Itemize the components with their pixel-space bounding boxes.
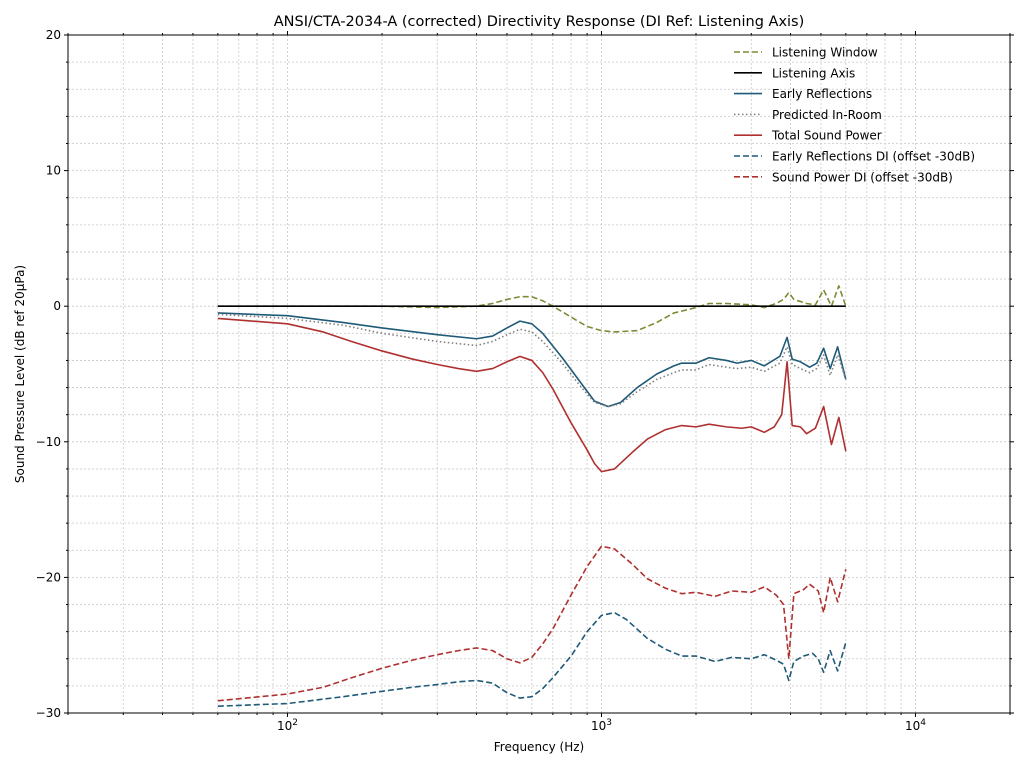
y-tick-label: −10 xyxy=(36,435,61,449)
y-tick-label: −20 xyxy=(36,570,61,584)
legend-label: Predicted In-Room xyxy=(772,108,882,122)
legend-label: Listening Axis xyxy=(772,66,855,80)
plot-frame xyxy=(67,34,1011,714)
series-line xyxy=(217,312,847,408)
x-axis-title: Frequency (Hz) xyxy=(494,740,585,754)
series-line xyxy=(217,611,847,708)
chart-title: ANSI/CTA-2034-A (corrected) Directivity … xyxy=(274,14,805,30)
y-tick-label: −30 xyxy=(36,706,61,720)
x-tick-label: 102 xyxy=(277,718,298,733)
axis-ticks: 102 103 104 20 10 0 −10 −20 −30 xyxy=(36,28,1014,733)
series-layer xyxy=(217,285,847,708)
legend-label: Total Sound Power xyxy=(771,129,882,143)
legend-label: Listening Window xyxy=(772,46,878,60)
x-tick-label: 103 xyxy=(591,718,612,733)
legend: Listening Window Listening Axis Early Refl… xyxy=(734,46,975,184)
x-tick-label: 104 xyxy=(905,718,926,733)
series-line xyxy=(217,317,847,473)
series-line xyxy=(217,313,847,408)
y-tick-label: 10 xyxy=(46,164,61,178)
legend-label: Sound Power DI (offset -30dB) xyxy=(772,170,953,184)
legend-label: Early Reflections DI (offset -30dB) xyxy=(772,150,975,164)
legend-label: Early Reflections xyxy=(772,87,872,101)
y-tick-label: 0 xyxy=(53,299,61,313)
y-axis-title: Sound Pressure Level (dB ref 20µPa) xyxy=(13,265,27,483)
minor-gridlines xyxy=(67,35,1011,713)
y-tick-label: 20 xyxy=(46,28,61,42)
series-line xyxy=(217,285,847,333)
